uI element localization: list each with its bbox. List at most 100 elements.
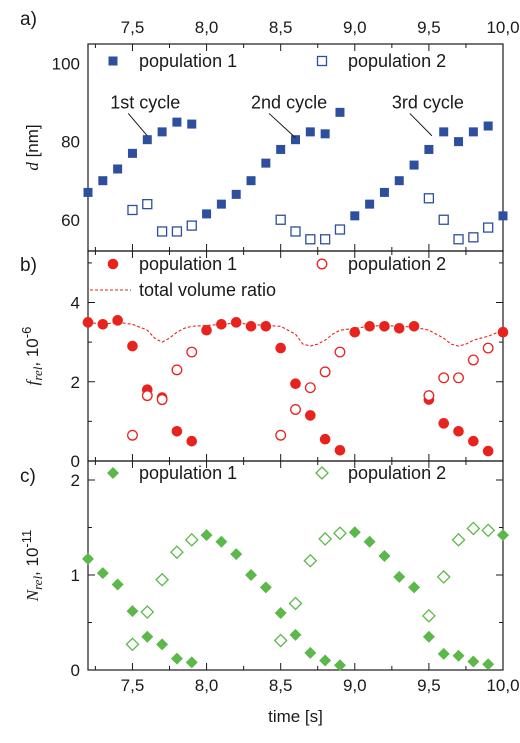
x-tick-label: 9,0 <box>343 18 367 37</box>
data-point <box>319 433 331 445</box>
legend-marker <box>107 467 119 479</box>
y-axis-label-superscript: -6 <box>19 327 34 339</box>
data-point <box>113 164 123 174</box>
data-point <box>201 324 212 336</box>
data-point <box>305 127 315 137</box>
y-tick-label: 0 <box>71 661 80 680</box>
data-point <box>334 346 346 358</box>
data-point <box>452 649 465 662</box>
data-point <box>468 435 479 447</box>
data-point <box>408 320 420 332</box>
legend-marker <box>315 466 329 480</box>
legend-label: population 2 <box>348 51 446 71</box>
data-point <box>202 209 212 219</box>
data-point <box>439 127 449 137</box>
data-point <box>438 372 450 384</box>
legend-marker <box>107 258 119 270</box>
data-point <box>424 144 434 154</box>
annotation-pointer <box>268 113 296 139</box>
data-point <box>97 319 109 330</box>
data-point <box>483 222 494 233</box>
legend-label: total volume ratio <box>139 280 276 300</box>
data-point <box>171 425 183 437</box>
data-point <box>127 148 137 158</box>
series-population-1 <box>82 526 509 672</box>
data-point <box>142 198 153 210</box>
data-point <box>379 187 389 197</box>
annotation-pointer <box>409 113 433 137</box>
y-axis-label: d [nm] <box>23 124 42 170</box>
data-point <box>172 117 182 127</box>
legend-marker <box>316 258 328 270</box>
data-point <box>98 176 108 186</box>
panel-label: a) <box>20 9 37 30</box>
data-point <box>333 659 346 672</box>
data-point <box>394 176 404 186</box>
data-point <box>259 581 272 594</box>
data-point <box>170 652 183 665</box>
data-point <box>290 378 301 390</box>
data-point <box>156 226 168 237</box>
y-axis-label-symbol: N <box>23 588 42 602</box>
data-point <box>276 144 286 154</box>
data-point <box>200 529 213 542</box>
x-tick-label: 10,0 <box>486 676 519 695</box>
data-point <box>260 320 272 332</box>
data-point <box>453 425 464 437</box>
y-axis-label-subscript: rel <box>30 366 45 380</box>
x-tick-label: 9,5 <box>417 18 441 37</box>
data-point <box>438 214 449 225</box>
data-point <box>273 633 288 648</box>
y-tick-label: 80 <box>61 133 80 152</box>
data-point <box>303 553 318 568</box>
data-point <box>290 226 301 237</box>
data-point <box>275 429 287 441</box>
data-point <box>379 320 390 332</box>
data-point <box>127 204 138 216</box>
data-point <box>245 569 258 581</box>
data-point <box>378 550 391 562</box>
data-point <box>125 637 140 652</box>
data-point <box>170 545 184 560</box>
data-point <box>305 234 316 245</box>
legend-label: population 1 <box>139 254 237 274</box>
y-axis-label-unit: , 10 <box>23 548 42 576</box>
plot-frame <box>87 460 504 671</box>
panel-2: b) 0 2 4 frel, 10-6 population 1 population 2 t… <box>19 250 509 471</box>
data-point <box>498 211 508 221</box>
data-point <box>319 234 331 245</box>
data-point <box>438 418 450 429</box>
data-point <box>423 390 435 402</box>
legend-label: population 2 <box>348 254 446 274</box>
y-tick-label: 0 <box>71 452 80 471</box>
x-tick-label: 8,5 <box>269 676 293 695</box>
y-axis-label-symbol: f <box>23 378 42 385</box>
series-population-1 <box>82 315 509 457</box>
data-point <box>482 342 494 354</box>
data-point <box>83 187 93 197</box>
x-axis-label: time [s] <box>268 707 323 726</box>
data-point <box>216 319 227 330</box>
data-point <box>155 572 170 587</box>
y-axis-label-subscript: rel <box>30 576 45 590</box>
y-axis-label-symbol: d <box>23 162 42 171</box>
x-tick-label: 8,5 <box>269 18 293 37</box>
data-point <box>230 548 243 561</box>
data-point <box>467 655 480 668</box>
x-tick-label: 9,0 <box>343 676 367 695</box>
y-tick-label: 1 <box>71 566 80 585</box>
data-point <box>275 342 286 354</box>
y-axis-label: frel, 10-6 <box>19 327 45 386</box>
data-point <box>408 581 421 594</box>
y-tick-label: 60 <box>61 211 80 230</box>
y-axis-label-unit: , 10 <box>23 338 42 366</box>
x-tick-label: 8,0 <box>195 18 219 37</box>
data-point <box>126 605 139 618</box>
data-point <box>156 638 169 651</box>
data-point <box>184 532 199 547</box>
data-point <box>334 445 346 456</box>
data-point <box>468 127 478 137</box>
data-point <box>186 435 198 447</box>
data-point <box>437 647 450 660</box>
data-point <box>171 364 183 376</box>
